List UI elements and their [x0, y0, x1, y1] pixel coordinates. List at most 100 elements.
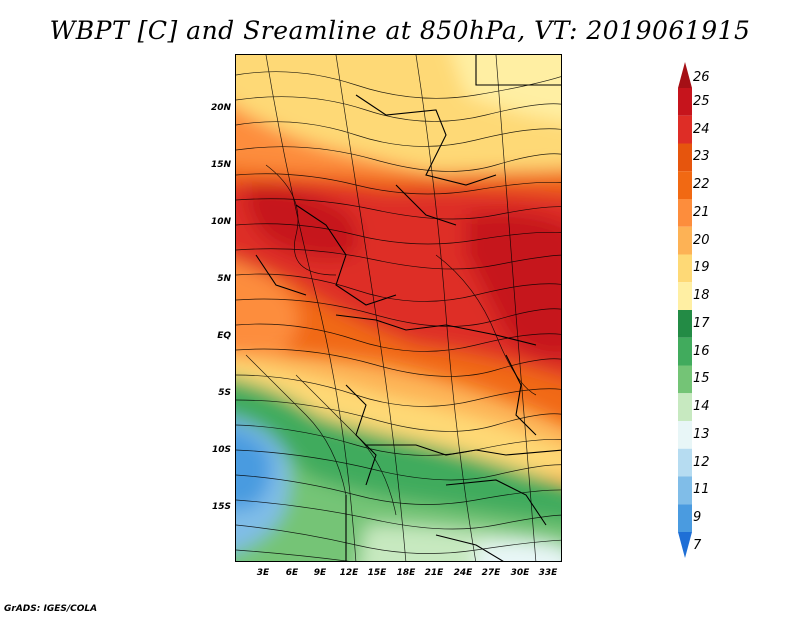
streamline: [236, 424, 561, 456]
lon-label: 9E: [313, 568, 327, 578]
colorbar-cell: [678, 115, 692, 144]
lon-label: 18E: [396, 568, 416, 578]
colorbar-cell: [678, 365, 692, 394]
lon-label: 6E: [285, 568, 299, 578]
colorbar-label: 18: [693, 288, 710, 304]
streamline: [236, 273, 561, 302]
streamline: [236, 549, 561, 561]
colorbar-label: 13: [693, 426, 710, 442]
lat-label: 15S: [211, 502, 231, 512]
colorbar-label: 11: [693, 482, 710, 498]
colorbar-label: 20: [693, 232, 710, 248]
colorbar-cell: [678, 448, 692, 477]
streamline: [236, 96, 561, 122]
colorbar-cell: [678, 88, 692, 116]
colorbar-label: 15: [693, 371, 710, 387]
colorbar-cell: [678, 171, 692, 199]
lon-label: 33E: [538, 568, 558, 578]
lat-label: 10N: [210, 217, 231, 227]
colorbar-label: 9: [693, 510, 702, 526]
colorbar-cell: [678, 254, 692, 283]
colorbar-label: 24: [693, 121, 710, 137]
field-northeast-pale: [452, 55, 561, 121]
streamline: [236, 449, 561, 481]
streamline: [236, 248, 561, 270]
colorbar: [678, 62, 692, 558]
lon-label: 3E: [256, 568, 270, 578]
colorbar-cell: [678, 504, 692, 532]
map-svg: [236, 55, 561, 561]
colorbar-top-arrow: [678, 62, 692, 88]
lat-label: 5S: [218, 388, 231, 398]
streamline: [236, 121, 561, 147]
streamline: [236, 348, 561, 377]
lon-label: 15E: [367, 568, 387, 578]
lat-label: 20N: [210, 103, 231, 113]
colorbar-cell: [678, 282, 692, 310]
streamline: [495, 55, 537, 561]
streamlines: [236, 55, 561, 561]
streamline: [236, 399, 561, 432]
streamline: [236, 146, 561, 172]
field-core-darkred: [246, 185, 359, 259]
colorbar-label: 22: [693, 177, 710, 193]
colorbar-label: 7: [693, 537, 702, 553]
colorbar-cell: [678, 476, 692, 505]
lon-label: 30E: [510, 568, 530, 578]
colorbar-cell: [678, 337, 692, 366]
border: [366, 444, 561, 456]
streamline: [236, 323, 561, 352]
colorbar-label: 26: [693, 70, 710, 85]
lat-label: 5N: [217, 274, 231, 284]
border: [255, 254, 307, 296]
colorbar-label: 25: [693, 93, 710, 109]
chart-title: WBPT [C] and Sreamline at 850hPa, VT: 20…: [49, 16, 751, 45]
border: [335, 314, 537, 346]
streamline: [236, 173, 561, 195]
lon-label: 21E: [424, 568, 444, 578]
lon-label: 27E: [481, 568, 501, 578]
lon-label: 12E: [339, 568, 359, 578]
field-west-orange: [236, 261, 299, 355]
colorbar-cells: [678, 88, 692, 532]
border: [295, 204, 397, 306]
lat-label: 15N: [210, 160, 231, 170]
streamline: [265, 55, 357, 561]
streamline: [236, 524, 561, 554]
streamline: [335, 55, 407, 561]
colorbar-label: 23: [693, 149, 710, 165]
grads-credit: GrADS: IGES/COLA: [4, 604, 98, 614]
colorbar-cell: [678, 310, 692, 338]
colorbar-cell: [678, 226, 692, 255]
field-southwest-darkblue: [236, 429, 272, 510]
streamline: [265, 164, 337, 276]
colorbar-label: 21: [693, 204, 710, 220]
lat-label: 10S: [211, 445, 231, 455]
streamline: [236, 499, 561, 530]
field-southeast-paleblue: [476, 541, 561, 561]
colorbar-bottom-arrow: [678, 532, 692, 558]
colorbar-cell: [678, 143, 692, 172]
country-borders: [255, 55, 561, 561]
streamline: [236, 71, 561, 99]
temperature-field: [236, 55, 561, 561]
border: [445, 479, 547, 526]
border: [435, 534, 504, 561]
streamline: [236, 198, 561, 220]
field-south-lightgreen: [236, 422, 561, 561]
border: [355, 94, 497, 186]
colorbar-label: 12: [693, 454, 710, 470]
lon-label: 24E: [453, 568, 473, 578]
colorbar-label: 14: [693, 399, 710, 415]
colorbar-label: 17: [693, 315, 710, 331]
colorbar-cell: [678, 393, 692, 421]
border: [475, 55, 561, 86]
colorbar-label: 19: [693, 260, 710, 276]
border: [345, 384, 377, 486]
streamline: [236, 223, 561, 245]
map-panel: [235, 54, 562, 562]
streamline: [245, 354, 347, 496]
colorbar-cell: [678, 199, 692, 227]
streamline: [415, 55, 477, 561]
border: [505, 354, 537, 436]
